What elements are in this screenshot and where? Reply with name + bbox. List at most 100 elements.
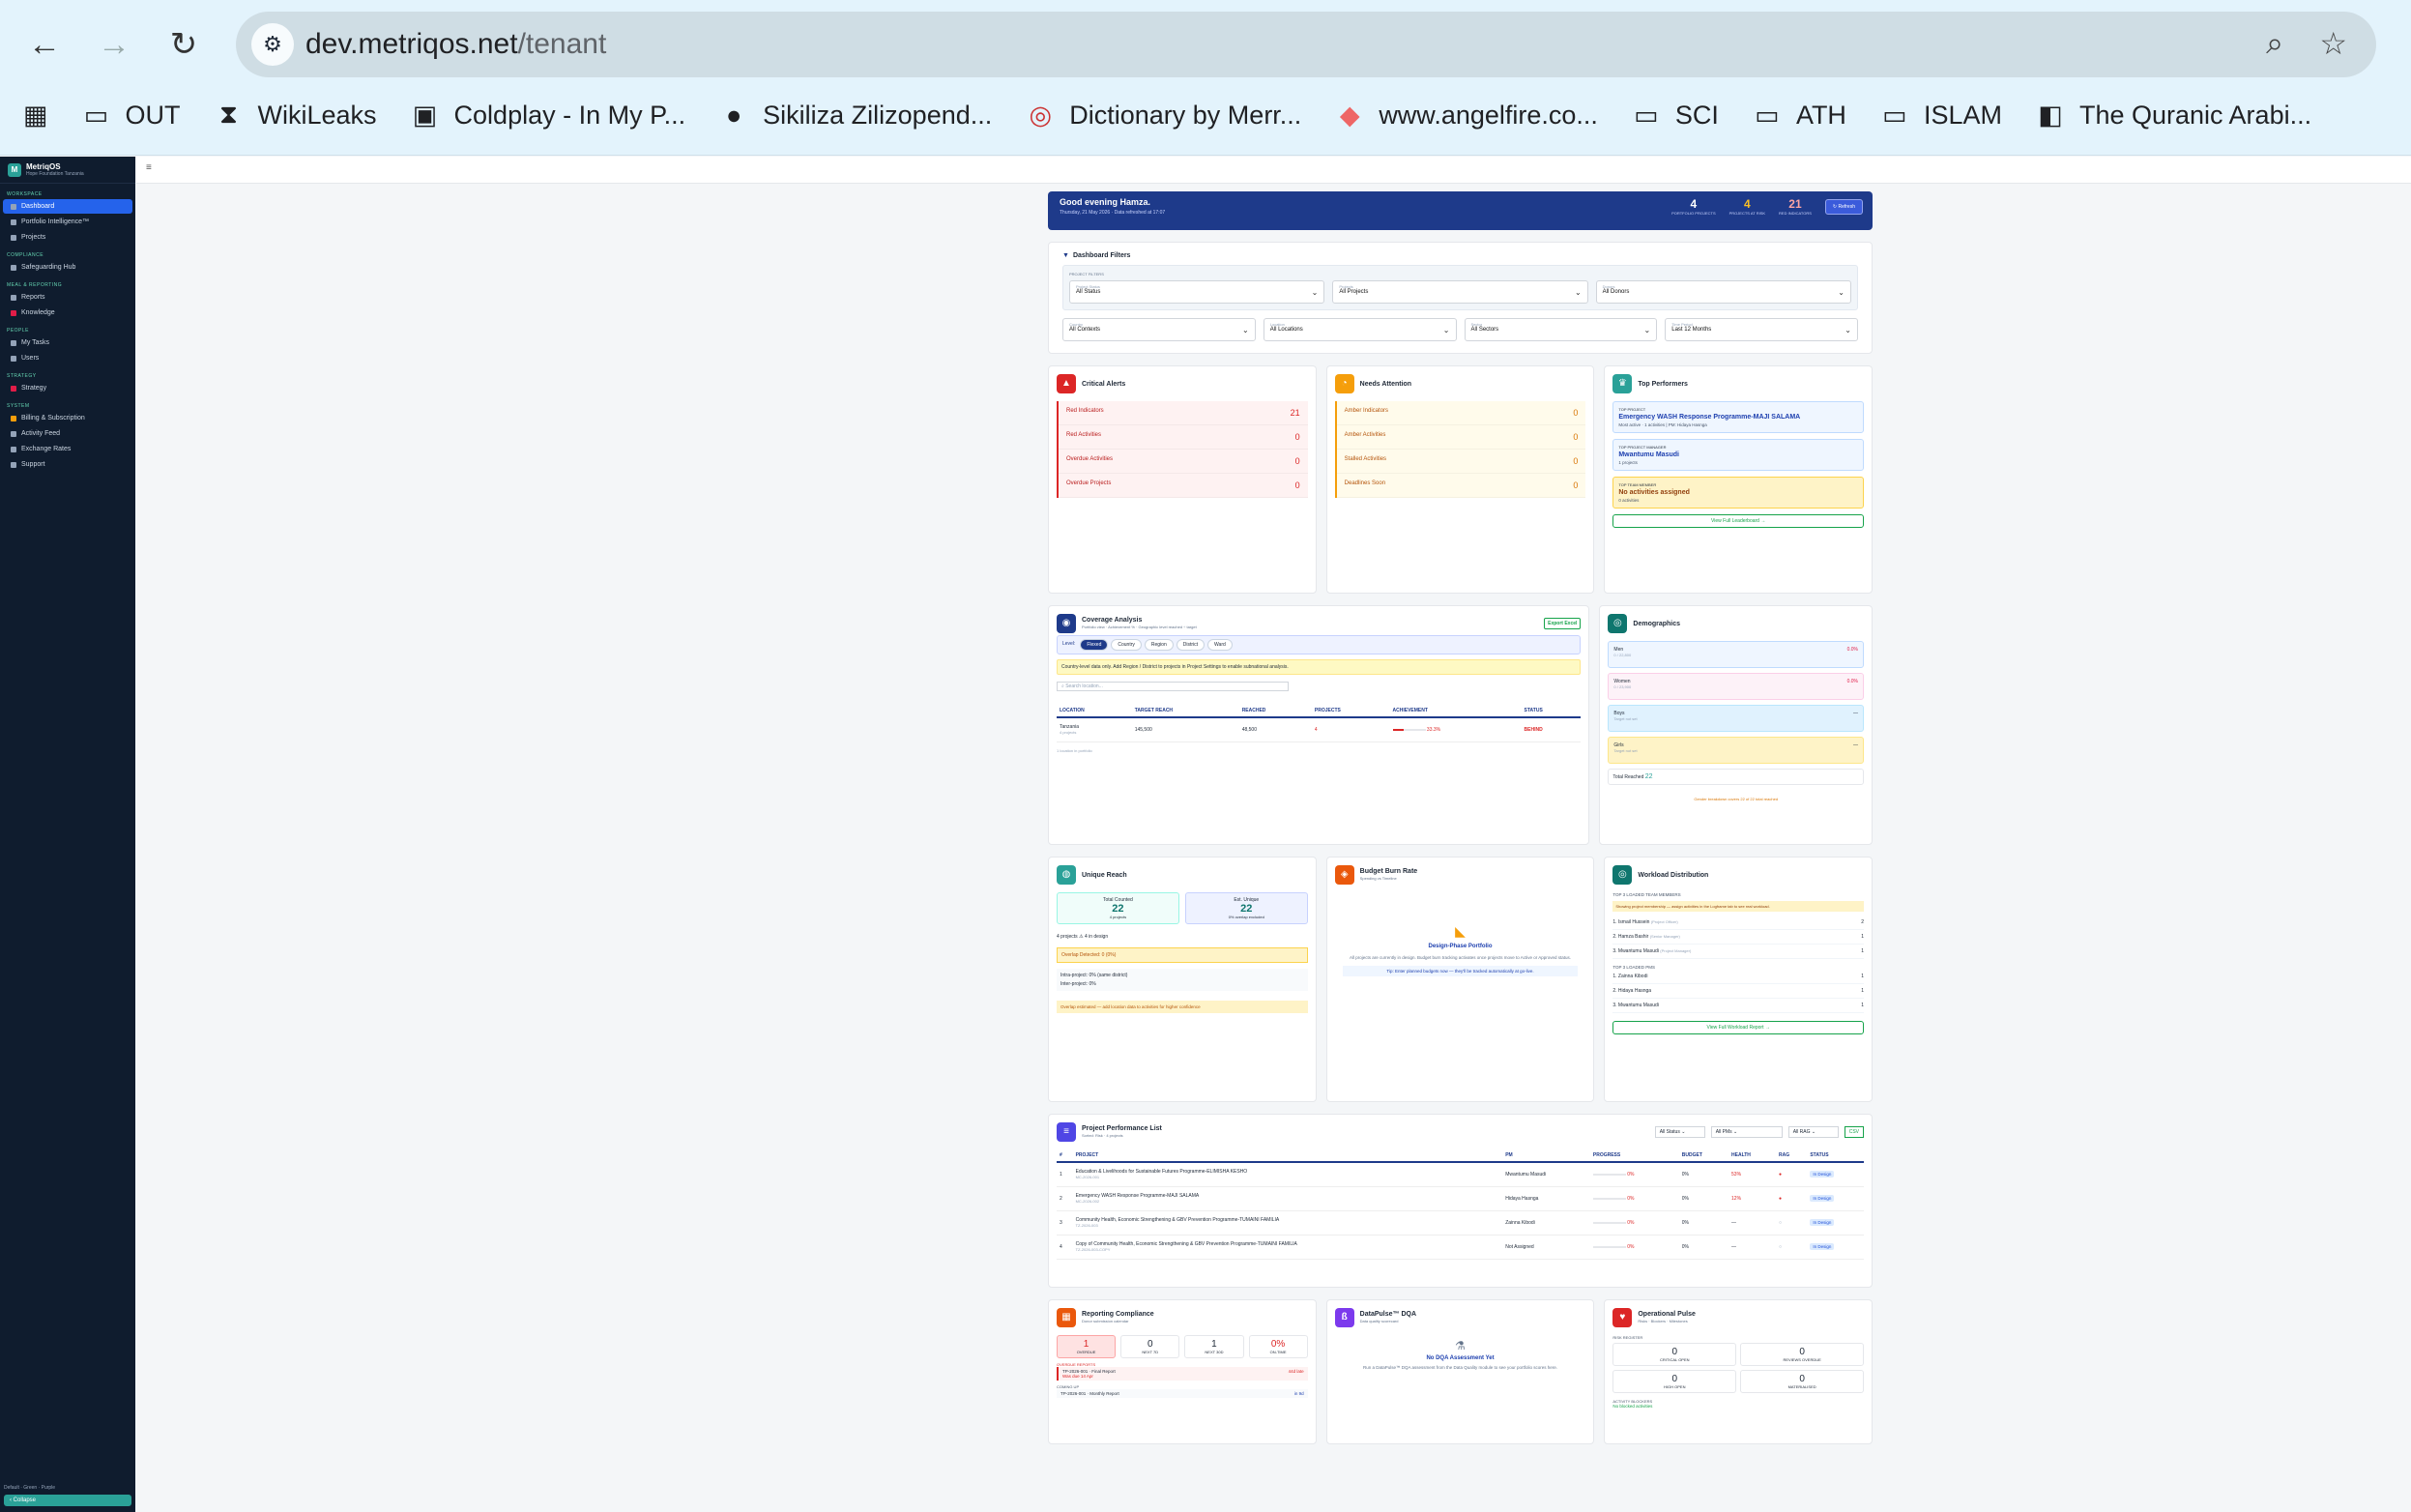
- amber-activities-row[interactable]: Amber Activities 0: [1336, 425, 1586, 450]
- table-row[interactable]: 4 Copy of Community Health, Economic Stre…: [1057, 1235, 1864, 1260]
- book-icon: ◧: [2038, 100, 2063, 130]
- location-select[interactable]: Location All Locations ⌄: [1263, 318, 1457, 341]
- donors-select[interactable]: Donors All Donors ⌄: [1595, 280, 1851, 304]
- status-select[interactable]: Project Status All Status ⌄: [1069, 280, 1325, 304]
- deadlines-soon-row[interactable]: Deadlines Soon 0: [1336, 474, 1586, 498]
- menu-icon[interactable]: ≡: [146, 162, 152, 173]
- overdue-projects-row[interactable]: Overdue Projects 0: [1059, 474, 1308, 498]
- export-excel-button[interactable]: Export Excel: [1544, 618, 1582, 629]
- tab-ward[interactable]: Ward: [1207, 639, 1233, 651]
- apps-grid-icon[interactable]: ▦: [23, 100, 48, 130]
- red-activities-row[interactable]: Red Activities 0: [1059, 425, 1308, 450]
- upcoming-report[interactable]: TP-2026-001 · Monthly Report in 9d: [1057, 1389, 1308, 1398]
- tab-country[interactable]: Country: [1111, 639, 1142, 651]
- sidebar-item-billing[interactable]: Billing & Subscription: [3, 411, 132, 425]
- demo-women: Women 0 / 23,900 0.0%: [1608, 673, 1864, 700]
- tab-district[interactable]: District: [1176, 639, 1206, 651]
- globe-icon: ●: [726, 100, 742, 130]
- zoom-icon[interactable]: ⌕: [2266, 25, 2283, 60]
- amber-indicators-row[interactable]: Amber Indicators 0: [1336, 401, 1586, 425]
- list-icon: ≡: [1057, 1122, 1076, 1142]
- sidebar-item-activity[interactable]: Activity Feed: [3, 426, 132, 441]
- sidebar-item-exchange[interactable]: Exchange Rates: [3, 442, 132, 456]
- overdue-activities-row[interactable]: Overdue Activities 0: [1059, 450, 1308, 474]
- list-item[interactable]: 2. Hamza Bashir (Senior Manager) 1: [1612, 930, 1865, 945]
- project-performance-card: ≡ Project Performance List Sorted: Risk · …: [1048, 1114, 1873, 1288]
- csv-button[interactable]: CSV: [1844, 1126, 1864, 1138]
- bookmark-dictionary[interactable]: ◎ Dictionary by Merr...: [1025, 101, 1301, 131]
- stat-materialised: 0 MATERIALISED: [1740, 1370, 1865, 1393]
- demo-boys: Boys Target not set —: [1608, 705, 1864, 732]
- chevron-down-icon: ⌄: [1643, 326, 1651, 334]
- sidebar-item-knowledge[interactable]: Knowledge: [3, 305, 132, 320]
- users-icon: ◉: [1057, 614, 1076, 633]
- theme-switcher[interactable]: Default · Green · Purple: [4, 1485, 56, 1491]
- bookmark-angelfire[interactable]: ◆ www.angelfire.co...: [1334, 101, 1598, 131]
- top-member[interactable]: TOP TEAM MEMBER No activities assigned 0 a…: [1612, 477, 1865, 509]
- list-item[interactable]: 3. Mwantumu Masudi (Project Manager) 1: [1612, 945, 1865, 959]
- section-system: SYSTEM: [7, 403, 30, 409]
- projects-select[interactable]: Projects All Projects ⌄: [1332, 280, 1588, 304]
- bookmark-star-icon[interactable]: ☆: [2319, 26, 2347, 61]
- bookmark-sikiliza[interactable]: ● Sikiliza Zilizopend...: [718, 101, 992, 131]
- sidebar-logo[interactable]: M MetriqOS Hope Foundation Tanzania: [0, 157, 135, 184]
- sidebar-item-reports[interactable]: Reports: [3, 290, 132, 305]
- url-text[interactable]: dev.metriqos.net/tenant: [305, 28, 607, 60]
- overdue-report[interactable]: TP-2026-001 · Final Report Was due 14 Apr…: [1057, 1367, 1308, 1381]
- greeting-banner: Good evening Hamza. Thursday, 21 May 202…: [1048, 191, 1873, 230]
- sidebar-item-tasks[interactable]: My Tasks: [3, 335, 132, 350]
- list-item[interactable]: 1. Ismail Hussein (Project Officer) 2: [1612, 916, 1865, 930]
- sidebar-item-portfolio[interactable]: Portfolio Intelligence™: [3, 215, 132, 229]
- bookmark-out[interactable]: ▭ OUT: [81, 101, 181, 131]
- unique-title: Unique Reach: [1082, 871, 1127, 879]
- list-item[interactable]: 3. Mwantumu Masudi 1: [1612, 999, 1865, 1013]
- pm-filter[interactable]: All PMs ⌄: [1710, 1126, 1783, 1138]
- brand-name: MetriqOS: [26, 162, 61, 171]
- location-search-input[interactable]: ⌕ Search location...: [1057, 682, 1289, 691]
- site-settings-icon[interactable]: ⚙: [251, 23, 294, 66]
- report-icon: [11, 294, 16, 301]
- sidebar-item-projects[interactable]: Projects: [3, 230, 132, 245]
- tab-region[interactable]: Region: [1144, 639, 1174, 651]
- sidebar-item-support[interactable]: Support: [3, 457, 132, 472]
- stalled-activities-row[interactable]: Stalled Activities 0: [1336, 450, 1586, 474]
- sidebar-item-users[interactable]: Users: [3, 351, 132, 365]
- calendar-icon: ▦: [1057, 1308, 1076, 1327]
- sidebar-item-strategy[interactable]: Strategy: [3, 381, 132, 395]
- sidebar-item-safeguarding[interactable]: Safeguarding Hub: [3, 260, 132, 275]
- bookmark-islam[interactable]: ▭ ISLAM: [1879, 101, 2002, 131]
- sector-select[interactable]: Sector All Sectors ⌄: [1464, 318, 1658, 341]
- table-row[interactable]: Tanzania 4 projects 145,500 48,500 4 33.3% BE…: [1057, 717, 1582, 742]
- bookmark-quranic[interactable]: ◧ The Quranic Arabi...: [2035, 101, 2311, 131]
- bookmark-ath[interactable]: ▭ ATH: [1752, 101, 1846, 131]
- tab-flexed[interactable]: Flexed: [1080, 639, 1109, 651]
- top-project[interactable]: TOP PROJECT Emergency WASH Response Progr…: [1612, 401, 1865, 433]
- table-row[interactable]: 1 Education & Livelihoods for Sustainable…: [1057, 1162, 1864, 1187]
- refresh-button[interactable]: ↻ Refresh: [1824, 198, 1863, 215]
- burn-body: All projects are currently in design. Bu…: [1349, 955, 1572, 960]
- sidebar-item-dashboard[interactable]: Dashboard: [3, 199, 132, 214]
- reload-icon[interactable]: ↻: [169, 26, 198, 63]
- collapse-button[interactable]: ‹ Collapse: [4, 1495, 131, 1506]
- bookmark-sci[interactable]: ▭ SCI: [1631, 101, 1719, 131]
- top-manager[interactable]: TOP PROJECT MANAGER Mwantumu Masudi 1 proj…: [1612, 439, 1865, 471]
- view-workload-button[interactable]: View Full Workload Report →: [1612, 1021, 1865, 1034]
- time-period-select[interactable]: Time Period Last 12 Months ⌄: [1665, 318, 1858, 341]
- table-row[interactable]: 3 Community Health, Economic Strengthenin…: [1057, 1210, 1864, 1236]
- address-bar[interactable]: ⚙ dev.metriqos.net/tenant ⌕ ☆: [236, 12, 2376, 77]
- table-row[interactable]: 2 Emergency WASH Response Programme-MAJI …: [1057, 1186, 1864, 1211]
- bookmark-coldplay[interactable]: ▣ Coldplay - In My P...: [410, 101, 685, 131]
- country-select[interactable]: Country All Contexts ⌄: [1062, 318, 1256, 341]
- list-item[interactable]: 2. Hidaya Hasnga 1: [1612, 984, 1865, 999]
- back-arrow-icon[interactable]: ←: [28, 26, 61, 63]
- status-filter[interactable]: All Status ⌄: [1654, 1126, 1705, 1138]
- rag-filter[interactable]: All RAG ⌄: [1787, 1126, 1839, 1138]
- list-item[interactable]: 1. Zainna Kibodi 1: [1612, 970, 1865, 984]
- folder-icon: ▭: [83, 100, 109, 130]
- red-indicators-row[interactable]: Red Indicators 21: [1059, 401, 1308, 425]
- forward-arrow-icon[interactable]: →: [98, 26, 131, 63]
- view-leaderboard-button[interactable]: View Full Leaderboard →: [1612, 514, 1865, 528]
- performance-table: # PROJECT PM PROGRESS BUDGET HEALTH RAG STATUS …: [1057, 1149, 1864, 1260]
- top-title: Top Performers: [1638, 380, 1688, 388]
- bookmark-wikileaks[interactable]: ⧗ WikiLeaks: [214, 100, 377, 131]
